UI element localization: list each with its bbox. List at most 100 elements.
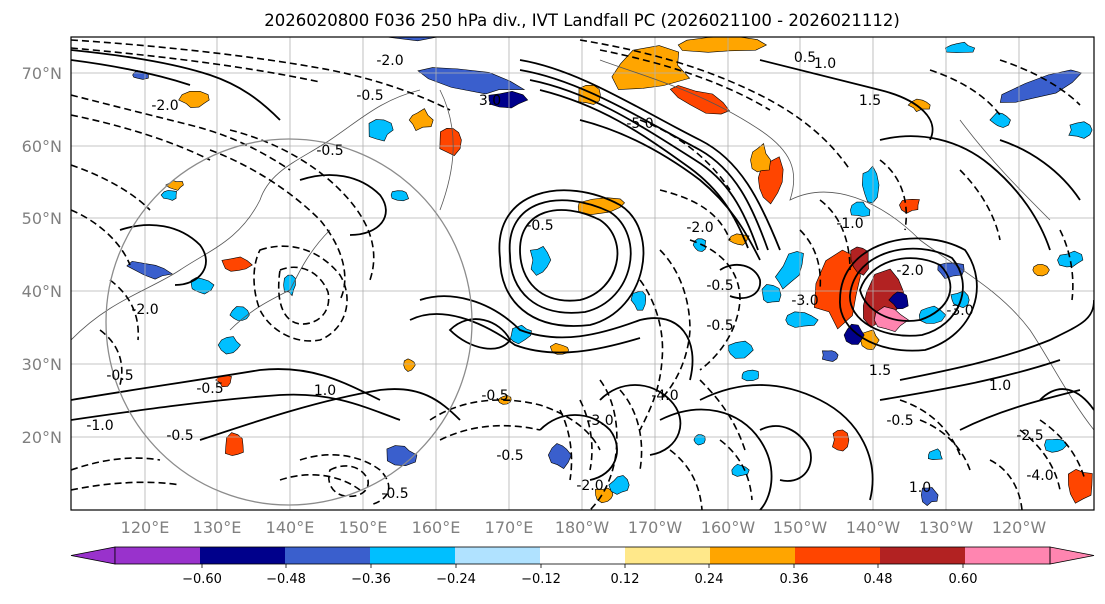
contour-label: -0.5: [381, 486, 408, 502]
divergence-patch: [1067, 468, 1093, 504]
colorbar-segment: [285, 547, 371, 564]
lon-tick-label: 180°W: [555, 518, 610, 537]
contour-label: -2.0: [376, 53, 403, 69]
colorbar-segment: [115, 547, 201, 564]
colorbar-tick-label: −0.60: [182, 572, 222, 587]
divergence-patch: [863, 268, 904, 328]
ivt-contour: [71, 114, 211, 161]
ivt-contour: [71, 59, 191, 86]
ivt-contour: [71, 164, 151, 211]
contour-label: -0.5: [166, 428, 193, 444]
divergence-patch: [630, 290, 647, 311]
divergence-patch: [408, 108, 434, 132]
ivt-contour: [559, 409, 573, 481]
divergence-patch: [160, 190, 177, 201]
ivt-contour: [71, 481, 181, 491]
lat-tick-label: 60°N: [22, 137, 62, 156]
contour-label: -0.5: [196, 381, 223, 397]
ivt-contour: [99, 329, 123, 386]
ivt-contour: [529, 79, 759, 251]
contour-label: 1.0: [989, 378, 1011, 394]
divergence-patch: [1057, 250, 1084, 268]
lon-tick-label: 140°E: [266, 518, 315, 537]
ivt-contour: [539, 89, 749, 249]
graticule: [71, 37, 1094, 510]
divergence-patch: [1068, 121, 1093, 139]
contour-label: -4.0: [651, 388, 678, 404]
divergence-patch: [669, 85, 730, 115]
divergence-patch: [927, 448, 943, 461]
ivt-contour: [689, 239, 741, 371]
contour-label: -0.5: [481, 388, 508, 404]
contour-label: -0.5: [526, 218, 553, 234]
lat-tick-label: 70°N: [22, 64, 62, 83]
ivt-contour: [879, 359, 1061, 401]
ivt-contour: [599, 49, 771, 111]
divergence-patch: [547, 443, 572, 470]
divergence-patch: [832, 429, 850, 452]
contour-label: 0.5: [794, 50, 816, 66]
contour-label: -2.0: [896, 263, 923, 279]
contour-label: -1.0: [86, 418, 113, 434]
divergence-patch: [750, 142, 771, 173]
ivt-contour: [849, 247, 964, 337]
ivt-contour: [989, 459, 1023, 510]
divergence-patch: [821, 350, 839, 362]
lon-tick-label: 150°E: [339, 518, 388, 537]
ivt-contour: [508, 199, 632, 314]
colorbar-tick-label: 0.48: [864, 572, 893, 587]
divergence-patch: [549, 342, 569, 355]
ivt-contour: [71, 457, 161, 471]
lon-tick-label: 170°E: [485, 518, 534, 537]
colorbar-segment: [370, 547, 456, 564]
ivt-contour: [919, 419, 971, 471]
lon-tick-label: 140°W: [846, 518, 901, 537]
lat-tick-label: 30°N: [22, 355, 62, 374]
contour-label: 1.0: [814, 56, 836, 72]
divergence-patch: [741, 369, 759, 382]
colorbar-segment: [880, 547, 966, 564]
divergence-patch: [950, 290, 970, 309]
coastline: [599, 59, 1094, 431]
contour-label: -0.5: [316, 143, 343, 159]
divergence-patch: [761, 284, 782, 304]
contour-label: -3.0: [586, 413, 613, 429]
contour-labels: 0.51.01.5-2.0-0.5 3.0-5.0-2.0 -1.0-3.0-2.0…: [86, 50, 1053, 502]
ivt-contour: [999, 139, 1081, 201]
divergence-patch: [224, 432, 244, 456]
divergence-patch: [190, 277, 215, 295]
coastline: [71, 89, 421, 341]
divergence-patch: [944, 41, 976, 53]
ivt-contour: [719, 263, 761, 300]
ivt-contour: [119, 224, 207, 286]
ivt-contour: [1039, 419, 1086, 481]
divergence-patch: [510, 324, 532, 345]
colorbar-tick-label: 0.12: [611, 572, 640, 587]
ivt-contour: [839, 237, 978, 352]
divergence-patch: [383, 37, 440, 42]
ivt-contour: [579, 39, 851, 171]
ivt-contour: [1039, 388, 1094, 411]
lat-tick-label: 50°N: [22, 209, 62, 228]
divergence-patch: [368, 119, 394, 142]
contour-label: -2.0: [151, 98, 178, 114]
ivt-contours: [71, 39, 1094, 510]
ivt-contour: [539, 414, 618, 481]
map-background: [71, 37, 1094, 510]
ivt-contour: [899, 299, 1094, 381]
ivt-contour: [579, 399, 593, 471]
ivt-contour: [879, 159, 908, 231]
ivt-contour: [277, 266, 330, 325]
map-frame: [70, 36, 1095, 511]
coastlines: [71, 59, 1094, 431]
colorbar-extend-low: [70, 546, 116, 565]
ivt-contour: [659, 408, 773, 510]
ivt-contour: [799, 229, 822, 291]
contour-label: 1.0: [314, 383, 336, 399]
latitude-labels: 70°N 60°N 50°N 40°N 30°N 20°N: [22, 64, 62, 447]
ivt-contour: [439, 424, 541, 441]
divergence-patch: [221, 256, 253, 272]
ivt-contour: [409, 313, 641, 354]
contour-label: 1.0: [909, 480, 931, 496]
